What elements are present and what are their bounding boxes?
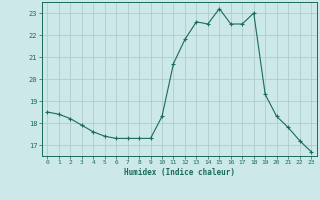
- X-axis label: Humidex (Indice chaleur): Humidex (Indice chaleur): [124, 168, 235, 177]
